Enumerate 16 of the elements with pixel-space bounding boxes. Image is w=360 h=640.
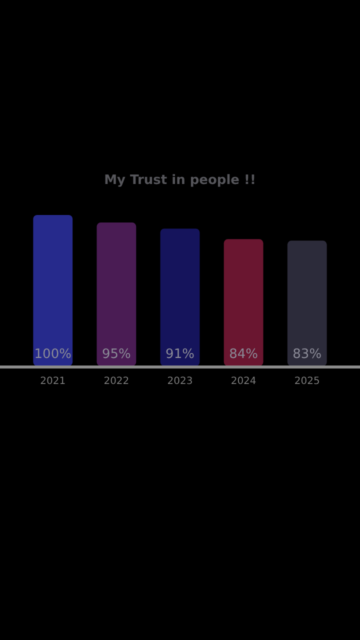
bar — [224, 239, 264, 366]
data-label: 83% — [292, 347, 322, 362]
bar — [160, 228, 200, 366]
chart-title: My Trust in people !! — [104, 173, 256, 188]
bar — [96, 222, 136, 366]
data-label: 95% — [102, 347, 131, 362]
x-tick-label: 2021 — [40, 376, 66, 387]
data-label: 91% — [166, 347, 194, 362]
x-tick-label: 2022 — [104, 376, 130, 387]
bar — [33, 215, 73, 366]
x-tick-label: 2024 — [230, 376, 256, 387]
bar — [287, 240, 327, 366]
data-label: 100% — [34, 347, 72, 362]
x-tick-label: 2025 — [294, 376, 320, 387]
x-tick-label: 2023 — [167, 376, 193, 387]
data-label: 84% — [229, 347, 258, 362]
